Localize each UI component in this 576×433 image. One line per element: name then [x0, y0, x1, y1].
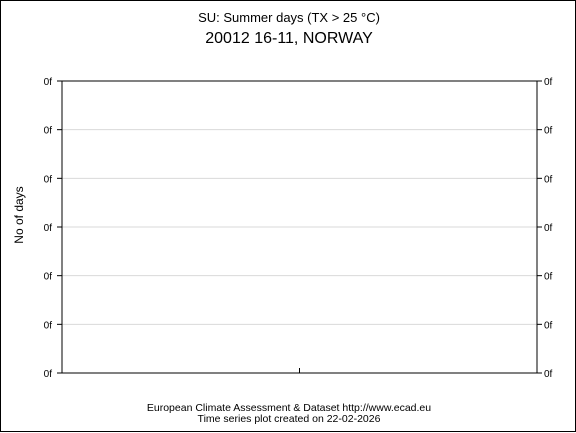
- y-tick-label-right: 0f: [544, 174, 553, 185]
- y-tick-label-right: 0f: [544, 126, 553, 137]
- y-tick-label-right: 0f: [544, 77, 553, 88]
- y-axis-label: No of days: [12, 186, 26, 243]
- grid-layer: [62, 129, 537, 325]
- y-tick-label-right: 0f: [544, 223, 553, 234]
- y-tick-label-right: 0f: [544, 272, 553, 283]
- y-tick-label-left: 0f: [44, 174, 53, 185]
- y-tick-label-right: 0f: [544, 320, 553, 331]
- footer-line-2: Time series plot created on 22-02-2026: [198, 413, 381, 425]
- y-tick-label-left: 0f: [44, 223, 53, 234]
- y-tick-label-left: 0f: [44, 77, 53, 88]
- chart-title: SU: Summer days (TX > 25 °C): [198, 10, 380, 25]
- chart-subtitle: 20012 16-11, NORWAY: [205, 30, 373, 47]
- tick-layer: 0f 0f 0f 0f 0f 0f 0f 0f 0f 0f 0f 0f 0f 0f: [44, 77, 553, 380]
- y-tick-label-right: 0f: [544, 369, 553, 380]
- y-tick-label-left: 0f: [44, 369, 53, 380]
- y-tick-label-left: 0f: [44, 126, 53, 137]
- footer-line-1: European Climate Assessment & Dataset ht…: [147, 402, 431, 414]
- y-tick-label-left: 0f: [44, 272, 53, 283]
- y-tick-label-left: 0f: [44, 320, 53, 331]
